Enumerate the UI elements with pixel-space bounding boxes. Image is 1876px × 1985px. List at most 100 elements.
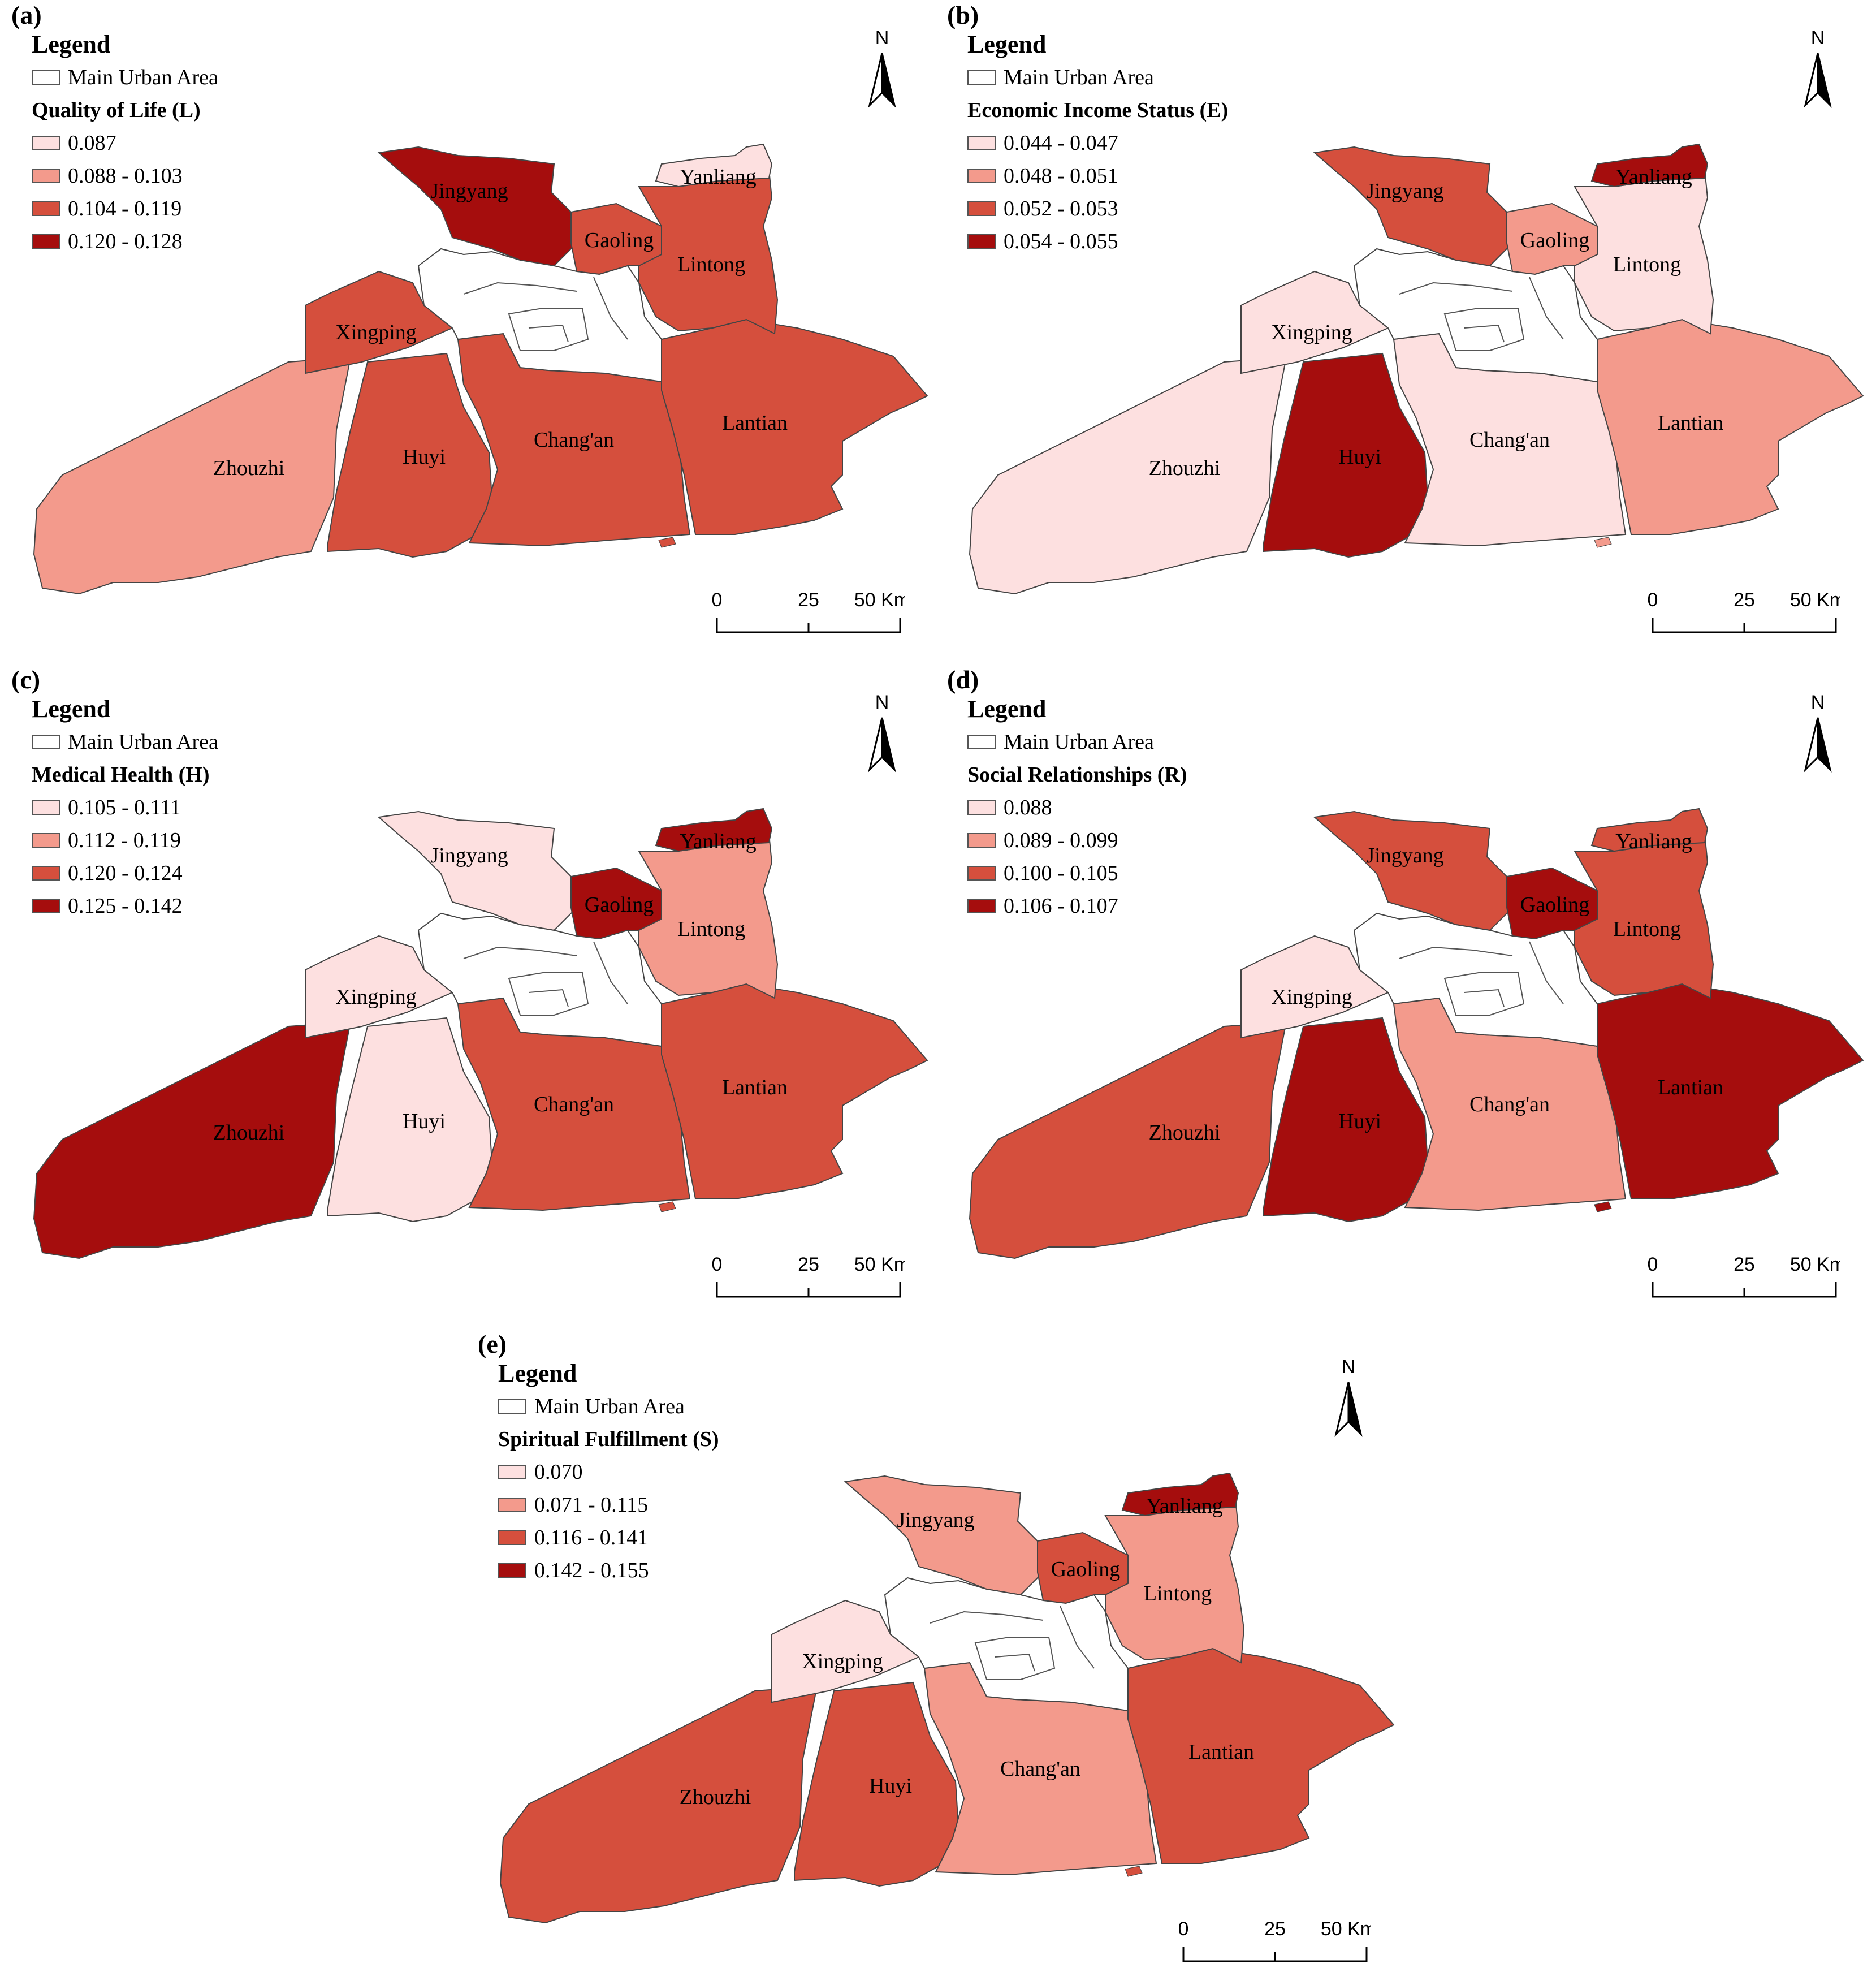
legend-class-label: 0.100 - 0.105 bbox=[1004, 861, 1118, 885]
district-label-xingping: Xingping bbox=[1271, 321, 1352, 344]
district-label-gaoling: Gaoling bbox=[1520, 228, 1589, 252]
svg-text:N: N bbox=[1811, 27, 1825, 49]
map-panel-a: Zhouzhi Huyi Chang'an Lantian Xingping Jingya… bbox=[11, 0, 939, 656]
district-label-gaoling: Gaoling bbox=[585, 893, 654, 917]
north-arrow-icon: N bbox=[868, 692, 896, 773]
svg-text:N: N bbox=[1342, 1356, 1356, 1378]
district-huyi bbox=[327, 1017, 493, 1223]
panel-label: (a) bbox=[11, 1, 42, 29]
scale-bar: 0 25 50 Km bbox=[1648, 1254, 1840, 1298]
legend-class-label: 0.088 bbox=[1004, 796, 1052, 819]
legend-class-label: 0.048 - 0.051 bbox=[1004, 164, 1118, 188]
scale-bar: 0 25 50 Km bbox=[1648, 589, 1840, 633]
island-fragment bbox=[658, 1201, 676, 1212]
legend-swatch bbox=[498, 1530, 526, 1545]
scale-tick-50: 50 Km bbox=[1790, 1254, 1840, 1275]
district-label-huyi: Huyi bbox=[403, 1110, 446, 1133]
scale-tick-0: 0 bbox=[1648, 1254, 1658, 1275]
choropleth-map: Zhouzhi Huyi Chang'an Lantian Xingping Jingya… bbox=[969, 143, 1864, 595]
legend-swatch bbox=[967, 866, 996, 881]
map-panel-c: Zhouzhi Huyi Chang'an Lantian Xingping Jingya… bbox=[11, 664, 939, 1321]
district-label-lintong: Lintong bbox=[1144, 1582, 1212, 1606]
legend-class-3: 0.052 - 0.053 bbox=[967, 192, 1228, 225]
district-label-huyi: Huyi bbox=[403, 445, 446, 469]
district-label-xingping: Xingping bbox=[1271, 985, 1352, 1009]
svg-text:N: N bbox=[875, 27, 889, 49]
district-huyi bbox=[794, 1681, 959, 1887]
legend-class-2: 0.048 - 0.051 bbox=[967, 159, 1228, 192]
svg-text:N: N bbox=[875, 692, 889, 713]
district-label-yanliang: Yanliang bbox=[1615, 830, 1692, 853]
urban-label: Main Urban Area bbox=[68, 730, 218, 754]
north-arrow-icon: N bbox=[1804, 692, 1832, 773]
layer-title: Medical Health (H) bbox=[32, 763, 210, 787]
scale-tick-25: 25 bbox=[1734, 1254, 1755, 1275]
panel-label: (e) bbox=[478, 1330, 507, 1358]
panel-label: (b) bbox=[947, 1, 979, 29]
urban-label: Main Urban Area bbox=[534, 1395, 685, 1418]
scale-tick-50: 50 Km bbox=[1790, 589, 1840, 611]
legend-swatch bbox=[32, 201, 60, 216]
district-label-lantian: Lantian bbox=[1658, 1076, 1723, 1099]
legend-class-2: 0.112 - 0.119 bbox=[32, 824, 218, 857]
district-label-huyi: Huyi bbox=[1338, 1110, 1381, 1133]
district-zhouzhi bbox=[969, 1021, 1287, 1259]
district-label-lintong: Lintong bbox=[1613, 917, 1681, 941]
district-label-lintong: Lintong bbox=[677, 253, 745, 277]
district-lantian bbox=[1597, 318, 1864, 535]
legend-class-label: 0.088 - 0.103 bbox=[68, 164, 183, 188]
layer-title: Spiritual Fulfillment (S) bbox=[498, 1427, 719, 1451]
legend-swatch bbox=[32, 169, 60, 183]
choropleth-map: Zhouzhi Huyi Chang'an Lantian Xingping Jingya… bbox=[969, 808, 1864, 1259]
legend-class-label: 0.125 - 0.142 bbox=[68, 894, 183, 918]
district-huyi bbox=[1263, 1017, 1429, 1223]
legend-class-4: 0.054 - 0.055 bbox=[967, 225, 1228, 258]
urban-label: Main Urban Area bbox=[1004, 66, 1154, 89]
main-urban-area bbox=[884, 1577, 1129, 1712]
legend-swatch bbox=[498, 1498, 526, 1512]
scale-bar: 0 25 50 Km bbox=[712, 1254, 905, 1298]
district-label-yanliang: Yanliang bbox=[680, 830, 757, 853]
north-arrow-icon: N bbox=[868, 27, 896, 108]
legend-class-label: 0.044 - 0.047 bbox=[1004, 131, 1118, 155]
legend: Legend Main Urban Area Quality of Life (… bbox=[32, 28, 218, 258]
district-label-changan: Chang'an bbox=[1469, 1093, 1550, 1116]
district-label-jingyang: Jingyang bbox=[430, 179, 508, 203]
legend-class-1: 0.088 bbox=[967, 791, 1187, 824]
legend-class-3: 0.120 - 0.124 bbox=[32, 857, 218, 890]
district-label-gaoling: Gaoling bbox=[1051, 1557, 1120, 1581]
legend-class-3: 0.116 - 0.141 bbox=[498, 1521, 719, 1554]
scale-tick-0: 0 bbox=[712, 589, 722, 611]
district-yanliang bbox=[655, 808, 773, 852]
district-jingyang bbox=[844, 1475, 1044, 1596]
legend-swatch bbox=[967, 234, 996, 249]
layer-title: Social Relationships (R) bbox=[967, 763, 1187, 787]
legend-swatch bbox=[32, 136, 60, 150]
legend-class-label: 0.105 - 0.111 bbox=[68, 796, 181, 819]
legend-swatch bbox=[967, 800, 996, 815]
svg-text:N: N bbox=[1811, 692, 1825, 713]
district-zhouzhi bbox=[499, 1685, 818, 1924]
choropleth-map: Zhouzhi Huyi Chang'an Lantian Xingping Jingya… bbox=[499, 1472, 1395, 1924]
main-urban-area bbox=[1353, 248, 1598, 383]
legend-class-label: 0.106 - 0.107 bbox=[1004, 894, 1118, 918]
legend-class-1: 0.044 - 0.047 bbox=[967, 127, 1228, 159]
scale-bar: 0 25 50 Km bbox=[712, 589, 905, 633]
district-lantian bbox=[661, 318, 928, 535]
district-huyi bbox=[327, 352, 493, 558]
district-jingyang bbox=[1313, 146, 1514, 267]
panel-label: (d) bbox=[947, 665, 979, 694]
panel-label: (c) bbox=[11, 665, 41, 694]
scale-tick-0: 0 bbox=[1648, 589, 1658, 611]
district-label-lantian: Lantian bbox=[1658, 411, 1723, 435]
legend-class-label: 0.112 - 0.119 bbox=[68, 828, 181, 852]
legend-urban-row: Main Urban Area bbox=[32, 61, 218, 94]
legend-urban-row: Main Urban Area bbox=[498, 1390, 719, 1423]
legend-class-1: 0.087 bbox=[32, 127, 218, 159]
legend-swatch bbox=[498, 1563, 526, 1578]
district-huyi bbox=[1263, 352, 1429, 558]
legend-class-3: 0.100 - 0.105 bbox=[967, 857, 1187, 890]
legend-title: Legend bbox=[32, 31, 111, 58]
legend-class-4: 0.120 - 0.128 bbox=[32, 225, 218, 258]
district-label-changan: Chang'an bbox=[1469, 428, 1550, 452]
